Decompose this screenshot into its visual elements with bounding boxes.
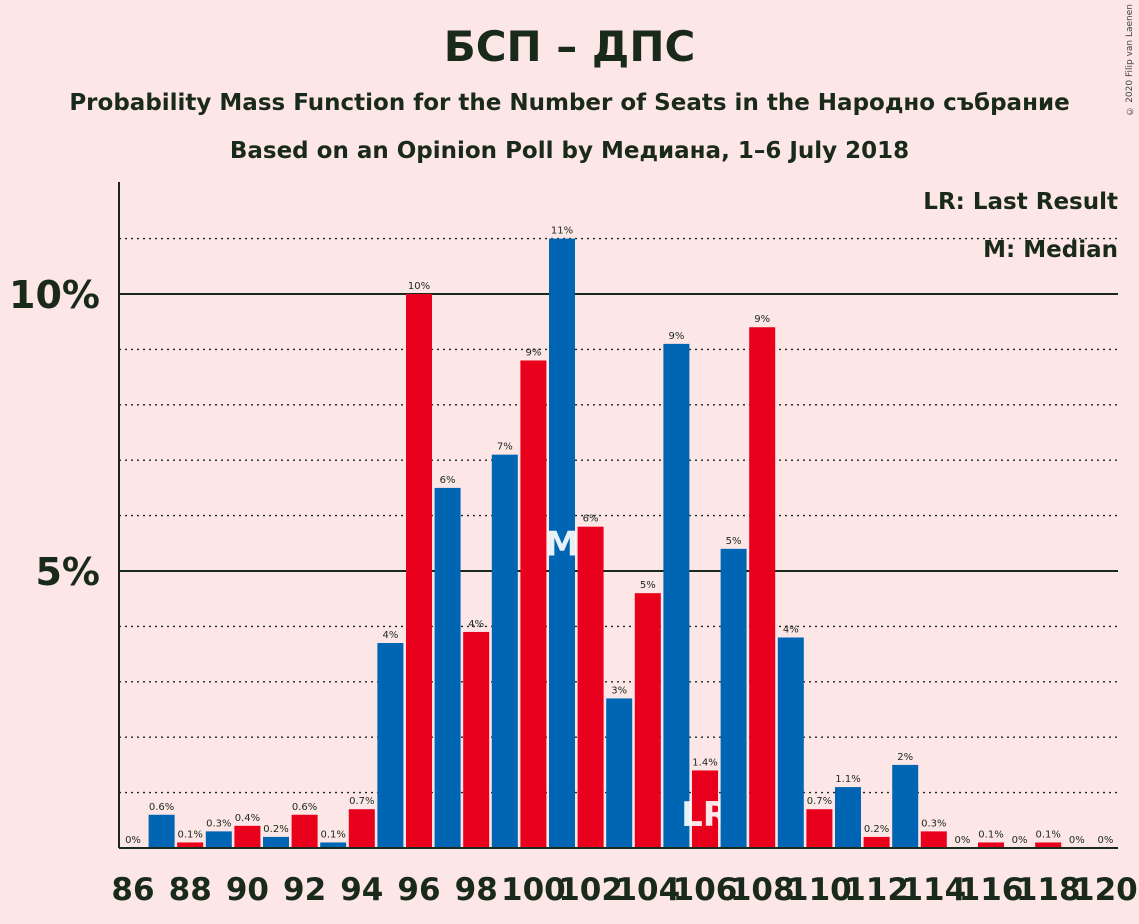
- median-marker: M: [545, 524, 579, 564]
- bar-seats-98: [463, 631, 490, 848]
- bar-value-label: 6%: [583, 514, 599, 525]
- bar-seats-97: [434, 487, 461, 848]
- x-tick-label: 94: [340, 872, 383, 908]
- bar-value-label: 0%: [1097, 835, 1113, 846]
- x-tick-label: 116: [959, 872, 1024, 908]
- bar-value-label: 4%: [468, 619, 484, 630]
- bar-value-label: 0.6%: [292, 802, 317, 813]
- bar-seats-110: [806, 809, 833, 848]
- x-tick-label: 110: [787, 872, 852, 908]
- bar-value-label: 0.3%: [206, 818, 231, 829]
- bar-value-label: 0%: [1069, 835, 1085, 846]
- x-tick-label: 86: [111, 872, 154, 908]
- bar-value-label: 4%: [783, 624, 799, 635]
- bar-value-label: 9%: [668, 331, 684, 342]
- bar-value-label: 0.1%: [978, 829, 1003, 840]
- chart-subtitle: Probability Mass Function for the Number…: [69, 90, 1070, 116]
- x-tick-label: 102: [558, 872, 623, 908]
- bar-value-label: 0.1%: [1035, 829, 1060, 840]
- bar-seats-93: [320, 842, 347, 848]
- bar-seats-94: [348, 809, 375, 848]
- x-tick-label: 100: [501, 872, 566, 908]
- bar-value-label: 11%: [551, 226, 573, 237]
- x-tick-label: 112: [844, 872, 909, 908]
- bar-value-label: 0.2%: [263, 824, 288, 835]
- bar-value-label: 2%: [897, 752, 913, 763]
- bar-value-label: 6%: [440, 475, 456, 486]
- bar-seats-111: [835, 787, 861, 848]
- x-tick-label: 118: [1016, 872, 1081, 908]
- x-tick-label: 120: [1073, 872, 1138, 908]
- bar-seats-109: [777, 637, 804, 848]
- bar-seats-102: [577, 526, 604, 848]
- bar-value-label: 0.7%: [349, 796, 374, 807]
- bar-seats-95: [377, 643, 404, 848]
- x-tick-label: 104: [615, 872, 680, 908]
- bar-value-label: 0.6%: [149, 802, 174, 813]
- bar-seats-112: [863, 836, 890, 848]
- bar-value-label: 0.7%: [807, 796, 832, 807]
- bar-value-label: 0%: [125, 835, 141, 846]
- bar-seats-99: [491, 454, 518, 848]
- bar-value-label: 1.1%: [835, 774, 860, 785]
- bar-seats-118: [1035, 842, 1062, 848]
- bar-value-label: 0.4%: [235, 813, 260, 824]
- legend-last-result: LR: Last Result: [923, 189, 1118, 215]
- bar-seats-104: [634, 593, 661, 848]
- bar-value-label: 7%: [497, 442, 513, 453]
- bar-seats-106: [692, 770, 718, 848]
- bar-value-label: 0.1%: [320, 829, 345, 840]
- x-tick-label: 92: [283, 872, 326, 908]
- x-tick-label: 90: [226, 872, 269, 908]
- x-tick-label: 106: [673, 872, 738, 908]
- bar-value-label: 5%: [640, 580, 656, 591]
- chart-title: БСП – ДПС: [443, 22, 696, 71]
- bar-seats-114: [920, 831, 947, 848]
- bar-seats-89: [205, 831, 232, 848]
- x-tick-label: 114: [901, 872, 966, 908]
- bar-seats-87: [148, 814, 175, 848]
- bar-value-label: 10%: [408, 281, 430, 292]
- bar-seats-105: [663, 343, 690, 848]
- bar-value-label: 0%: [954, 835, 970, 846]
- bar-value-label: 3%: [611, 685, 627, 696]
- bar-seats-113: [892, 764, 919, 848]
- bar-value-label: 0.3%: [921, 818, 946, 829]
- axes: 5% 10% 86 88 90 92 94 96 98 100102104106108110112…: [9, 182, 1138, 908]
- bar-value-label: 9%: [754, 314, 770, 325]
- grid-lines: [119, 237, 1118, 794]
- chart-source: Based on an Opinion Poll by Медиана, 1–6…: [229, 138, 910, 164]
- bar-value-label: 9%: [525, 347, 541, 358]
- bar-seats-91: [263, 836, 289, 848]
- x-tick-label: 96: [397, 872, 440, 908]
- x-tick-label: 108: [730, 872, 795, 908]
- bar-value-label: 5%: [726, 536, 742, 547]
- x-tick-label: 88: [169, 872, 212, 908]
- bar-seats-96: [406, 294, 432, 848]
- bar-seats-101: [549, 238, 575, 849]
- bar-group: 0%0.6%0.1%0.3%0.4%0.2%0.6%0.1%0.7%4%10%6…: [125, 226, 1113, 849]
- bar-value-label: 0.1%: [177, 829, 202, 840]
- bar-value-label: 0%: [1012, 835, 1028, 846]
- bar-seats-103: [606, 698, 633, 848]
- x-tick-label: 98: [455, 872, 498, 908]
- bar-value-label: 0.2%: [864, 824, 889, 835]
- bar-seats-107: [720, 548, 747, 848]
- legend-median: M: Median: [983, 237, 1118, 263]
- bar-seats-108: [749, 327, 776, 848]
- y-tick-label: 5%: [35, 550, 100, 594]
- bar-value-label: 1.4%: [692, 757, 717, 768]
- bar-seats-88: [177, 842, 204, 848]
- bar-value-label: 4%: [382, 630, 398, 641]
- bar-seats-100: [520, 360, 547, 848]
- bar-seats-90: [234, 825, 261, 848]
- y-tick-label: 10%: [9, 273, 100, 317]
- bar-seats-116: [978, 842, 1004, 848]
- bar-seats-92: [291, 814, 318, 848]
